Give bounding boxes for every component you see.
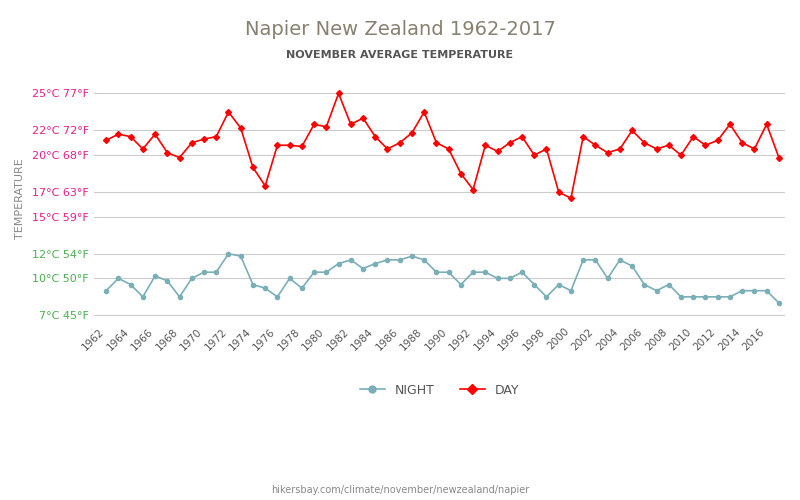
Line: DAY: DAY <box>104 92 781 200</box>
Text: NOVEMBER AVERAGE TEMPERATURE: NOVEMBER AVERAGE TEMPERATURE <box>286 50 514 60</box>
DAY <box>334 90 343 96</box>
Y-axis label: TEMPERATURE: TEMPERATURE <box>15 158 25 238</box>
DAY <box>114 131 123 137</box>
DAY <box>566 195 576 201</box>
Text: hikersbay.com/climate/november/newzealand/napier: hikersbay.com/climate/november/newzealan… <box>271 485 529 495</box>
NIGHT <box>627 263 637 269</box>
NIGHT <box>224 250 234 256</box>
DAY <box>774 154 784 160</box>
DAY <box>493 148 502 154</box>
Legend: NIGHT, DAY: NIGHT, DAY <box>354 378 524 402</box>
NIGHT <box>102 288 111 294</box>
NIGHT <box>774 300 784 306</box>
NIGHT <box>530 282 539 288</box>
DAY <box>639 140 649 146</box>
DAY <box>530 152 539 158</box>
Text: Napier New Zealand 1962-2017: Napier New Zealand 1962-2017 <box>245 20 555 39</box>
NIGHT <box>358 266 368 272</box>
NIGHT <box>554 282 563 288</box>
Line: NIGHT: NIGHT <box>104 252 781 305</box>
DAY <box>554 189 563 195</box>
NIGHT <box>493 276 502 281</box>
DAY <box>358 115 368 121</box>
NIGHT <box>114 276 123 281</box>
DAY <box>102 138 111 143</box>
